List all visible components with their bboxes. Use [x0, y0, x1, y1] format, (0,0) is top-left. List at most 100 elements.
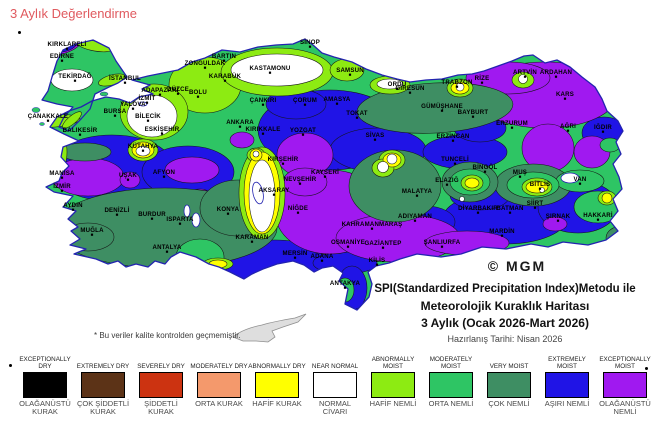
- legend-swatch: [139, 372, 183, 398]
- city-label: BURDUR: [138, 211, 166, 218]
- legend-item: MODERATELY DRY ORTA KURAK: [190, 356, 248, 416]
- city-dot: [343, 286, 347, 289]
- city-dot: [165, 250, 169, 253]
- city-label: HAKKARİ: [583, 212, 613, 219]
- legend-swatch: [603, 372, 647, 398]
- legend-swatch: [197, 372, 241, 398]
- city-label: ANTALYA: [153, 244, 182, 251]
- city-dot: [320, 259, 324, 262]
- city-dot: [281, 162, 285, 165]
- legend-swatch: [81, 372, 125, 398]
- legend-item: ABNORMALLY DRY HAFİF KURAK: [248, 356, 306, 416]
- city-label: ELAZIĞ: [435, 176, 459, 184]
- legend-label-tr: ORTA NEMLİ: [428, 399, 474, 408]
- city-label: MARDİN: [489, 228, 515, 235]
- cyprus-island: [232, 313, 307, 343]
- city-label: ADANA: [310, 253, 333, 260]
- city-dot: [554, 75, 558, 78]
- legend-label-en: EXTREMELY DRY: [76, 363, 130, 370]
- city-label: ARTVİN: [513, 69, 537, 76]
- legend-item: EXCEPTIONALLY DRY OLAĞANÜSTÜ KURAK: [16, 356, 74, 416]
- city-dot: [415, 194, 419, 197]
- city-dot: [523, 75, 527, 78]
- city-label: DÜZCE: [167, 86, 189, 93]
- city-dot: [303, 103, 307, 106]
- legend-swatch: [545, 372, 589, 398]
- legend-item: EXTREMELY MOIST AŞIRI NEMLİ: [538, 356, 596, 416]
- city-dot: [308, 45, 312, 48]
- quality-footnote: * Bu veriler kalite kontrolden geçmemişt…: [94, 331, 241, 340]
- city-label: DENİZLİ: [104, 207, 129, 214]
- city-dot: [413, 219, 417, 222]
- legend-label-en: EXCEPTIONALLY DRY: [19, 356, 71, 370]
- city-label: ISPARTA: [166, 216, 194, 223]
- city-label: AYDIN: [63, 202, 82, 209]
- city-dot: [196, 95, 200, 98]
- city-dot: [223, 79, 227, 82]
- city-dot: [141, 149, 145, 152]
- city-label: TOKAT: [346, 110, 368, 117]
- city-label: RİZE: [475, 75, 490, 82]
- city-label: BİTLİS: [530, 181, 551, 188]
- city-label: EDİRNE: [50, 53, 74, 60]
- city-label: KARABÜK: [209, 73, 242, 80]
- city-label: BURSA: [104, 108, 127, 115]
- city-label: ORDU: [388, 81, 407, 88]
- city-label: TRABZON: [441, 79, 472, 86]
- city-label: KIRKLARELİ: [48, 41, 87, 48]
- turkey-outline: [41, 38, 624, 311]
- city-dot: [226, 212, 230, 215]
- legend-label-tr: OLAĞANÜSTÜ KURAK: [19, 399, 71, 416]
- legend-label-en: EXTREMELY MOIST: [548, 356, 586, 370]
- city-label: NİĞDE: [288, 204, 308, 212]
- city-label: MERSİN: [283, 250, 308, 257]
- city-dot: [373, 138, 377, 141]
- city-dot: [563, 97, 567, 100]
- city-label: BARTIN: [212, 53, 236, 60]
- city-dot: [115, 213, 119, 216]
- city-label: TEKİRDAĞ: [58, 72, 91, 80]
- city-label: KAHRAMANMARAŞ: [342, 221, 403, 228]
- city-label: TUNCELİ: [441, 156, 469, 163]
- legend-swatch: [371, 372, 415, 398]
- map-title-line1: SPI(Standardized Precipitation Index)Met…: [374, 283, 636, 295]
- city-dot: [162, 175, 166, 178]
- city-dot: [60, 59, 64, 62]
- legend-label-tr: NORMAL CİVARI: [318, 399, 352, 416]
- legend-item: EXTREMELY DRY ÇOK ŞİDDETLİ KURAK: [74, 356, 132, 416]
- legend-label-tr: HAFİF NEMLİ: [369, 399, 417, 408]
- city-dot: [113, 114, 117, 117]
- city-dot: [145, 101, 149, 104]
- map-title-block: SPI(Standardized Precipitation Index)Met…: [342, 281, 668, 346]
- city-dot: [500, 234, 504, 237]
- city-label: BİLECİK: [135, 113, 161, 120]
- city-dot: [335, 102, 339, 105]
- city-dot: [46, 119, 50, 122]
- legend-label-tr: AŞIRI NEMLİ: [544, 399, 590, 408]
- legend-label-en: SEVERELY DRY: [137, 363, 185, 370]
- city-label: ESKİŞEHİR: [145, 126, 180, 133]
- city-label: KIRŞEHİR: [268, 156, 299, 163]
- city-dot: [158, 93, 162, 96]
- city-label: BİNGÖL: [473, 164, 498, 171]
- legend-label-tr: ÇOK ŞİDDETLİ KURAK: [76, 399, 130, 416]
- page-title[interactable]: 3 Aylık Değerlendirme: [10, 6, 137, 21]
- city-label: ÇANAKKALE: [28, 113, 68, 120]
- legend-swatch: [23, 372, 67, 398]
- city-label: İZMİT: [139, 95, 156, 102]
- city-label: KİLİS: [369, 257, 386, 264]
- legend-item: EXCEPTIONALLY MOIST OLAĞANÜSTÜ NEMLİ: [596, 356, 654, 416]
- city-label: KAYSERİ: [311, 169, 339, 176]
- legend-label-tr: ÇOK NEMLİ: [488, 399, 530, 408]
- city-label: NEVŞEHİR: [284, 176, 317, 183]
- city-label: KARS: [556, 91, 574, 98]
- city-label: DİYARBAKIR: [458, 205, 498, 212]
- legend-label-tr: ORTA KURAK: [195, 399, 243, 408]
- city-label: SİİRT: [527, 200, 544, 207]
- city-dot: [250, 240, 254, 243]
- city-label: ÇANKIRI: [250, 97, 277, 104]
- lakes: [138, 101, 580, 228]
- legend: EXCEPTIONALLY DRY OLAĞANÜSTÜ KURAK EXTRE…: [16, 356, 654, 416]
- city-label: SİVAS: [366, 132, 385, 139]
